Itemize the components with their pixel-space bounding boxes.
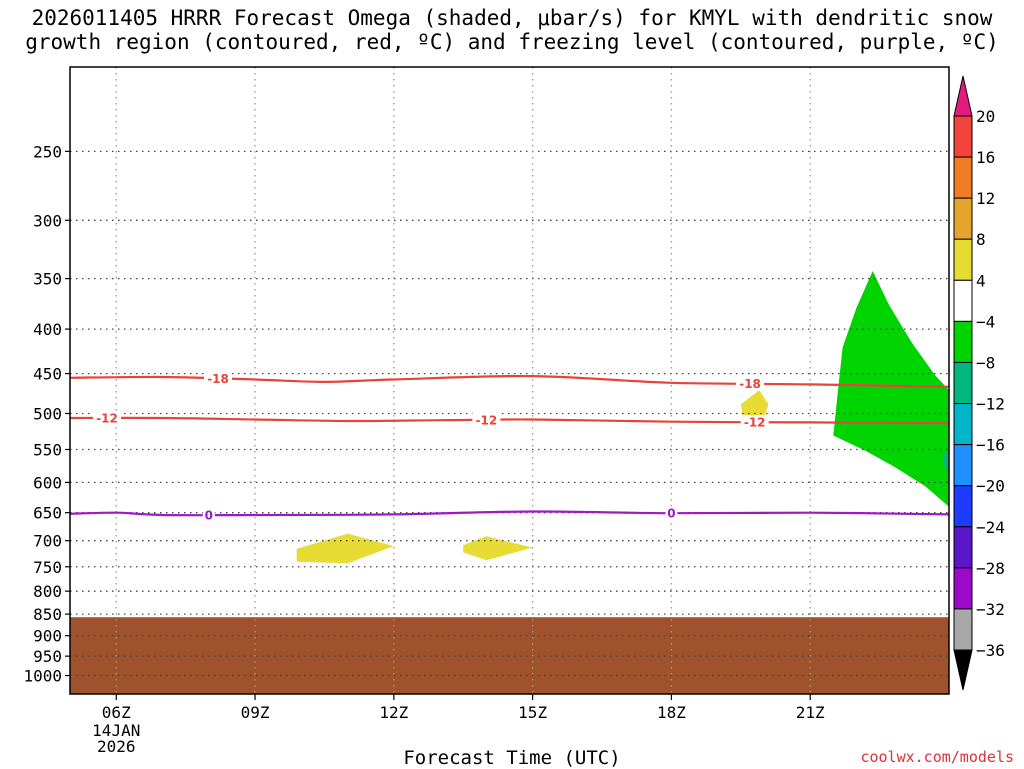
colorbar-segment <box>953 567 973 610</box>
contour-label-bg <box>472 412 501 427</box>
x-tick-label: 12Z <box>379 703 408 722</box>
colorbar-label: −20 <box>976 477 1005 496</box>
colorbar-label: −4 <box>976 312 995 331</box>
colorbar-segment <box>953 197 973 240</box>
title-line-1: 2026011405 HRRR Forecast Omega (shaded, … <box>31 6 993 30</box>
contour-label: -18 <box>207 372 229 386</box>
y-tick-label: 650 <box>33 504 62 523</box>
colorbar-segment <box>953 115 973 158</box>
y-tick-label: 250 <box>33 142 62 161</box>
colorbar-label: 12 <box>976 189 995 208</box>
title-line-2: growth region (contoured, red, ºC) and f… <box>25 30 999 54</box>
x-axis-label: Forecast Time (UTC) <box>403 747 621 769</box>
colorbar-label: −28 <box>976 559 1005 578</box>
y-tick-label: 400 <box>33 320 62 339</box>
colorbar-segment <box>953 403 973 446</box>
y-tick-label: 900 <box>33 627 62 646</box>
colorbar-label: −32 <box>976 600 1005 619</box>
contour-label-bg <box>204 371 233 386</box>
colorbar-top-arrow <box>953 75 973 117</box>
contour-layer: -18 -18 -12 -12 -12 0 0 <box>70 371 949 522</box>
contour-label-bg <box>740 415 769 430</box>
colorbar-label: 16 <box>976 148 995 167</box>
colorbar-segment <box>953 608 973 651</box>
colorbar-label: −8 <box>976 353 995 372</box>
x-tick-label: 06Z <box>102 703 131 722</box>
y-tick-label: 1000 <box>23 667 62 686</box>
contour-label-bg <box>736 376 765 391</box>
colorbar-label: −12 <box>976 395 1005 414</box>
omega-region-1 <box>463 536 533 561</box>
plot-frame <box>69 66 950 695</box>
contour-line <box>70 416 949 425</box>
x-tick-label: 09Z <box>241 703 270 722</box>
contour-label: -18 <box>739 377 761 391</box>
omega-region-3 <box>833 271 949 507</box>
colorbar: 20 16 12 8 4 −4 −8 −12 −16 −20 −24 −28 −32 −36 <box>953 75 1005 691</box>
contour-label-bg <box>665 506 678 521</box>
contour-line <box>70 510 949 517</box>
colorbar-segment <box>953 156 973 199</box>
contour-label-bg <box>93 410 122 425</box>
x-tick-label: 21Z <box>796 703 825 722</box>
y-tick-label: 600 <box>33 473 62 492</box>
colorbar-label: 20 <box>976 107 995 126</box>
x-tick-label: 15Z <box>518 703 547 722</box>
grid-layer <box>70 67 949 694</box>
y-tick-label: 950 <box>33 647 62 666</box>
y-tick-label: 550 <box>33 441 62 460</box>
credit-link[interactable]: coolwx.com/models <box>860 748 1014 766</box>
shaded-omega-layer <box>296 271 949 564</box>
contour-label: -12 <box>476 413 498 427</box>
y-tick-label: 350 <box>33 270 62 289</box>
y-tick-label: 300 <box>33 211 62 230</box>
x-date-label: 2026 <box>97 737 136 756</box>
colorbar-segment <box>953 320 973 363</box>
chart-title: 2026011405 HRRR Forecast Omega (shaded, … <box>0 6 1024 54</box>
contour-label: -12 <box>744 416 766 430</box>
colorbar-label: −36 <box>976 641 1005 660</box>
colorbar-segment <box>953 526 973 569</box>
colorbar-segment <box>953 485 973 528</box>
y-tick-label: 500 <box>33 404 62 423</box>
colorbar-bottom-arrow <box>953 649 973 691</box>
omega-region-0 <box>296 533 394 564</box>
terrain-fill <box>70 617 949 694</box>
colorbar-label: 8 <box>976 230 986 249</box>
colorbar-label: 4 <box>976 271 986 290</box>
contour-line <box>70 374 949 388</box>
contour-label: -12 <box>96 411 118 425</box>
contour-label: 0 <box>667 507 675 521</box>
terrain-layer <box>70 617 949 694</box>
x-date-label: 14JAN <box>92 721 140 740</box>
omega-region-4 <box>942 446 949 476</box>
colorbar-segment <box>953 238 973 281</box>
colorbar-segment <box>953 444 973 487</box>
colorbar-label: −24 <box>976 518 1005 537</box>
y-tick-label: 450 <box>33 365 62 384</box>
x-tick-label: 18Z <box>657 703 686 722</box>
colorbar-label: −16 <box>976 436 1005 455</box>
contour-label: 0 <box>205 508 213 522</box>
colorbar-segment <box>953 279 973 322</box>
y-tick-label: 700 <box>33 532 62 551</box>
colorbar-segment <box>953 361 973 405</box>
axis-layer: 250 300 350 400 450 500 550 600 650 700 750 800 850 9… <box>23 66 950 756</box>
y-tick-label: 850 <box>33 605 62 624</box>
y-tick-label: 800 <box>33 582 62 601</box>
y-tick-label: 750 <box>33 558 62 577</box>
contour-label-bg <box>202 507 215 522</box>
